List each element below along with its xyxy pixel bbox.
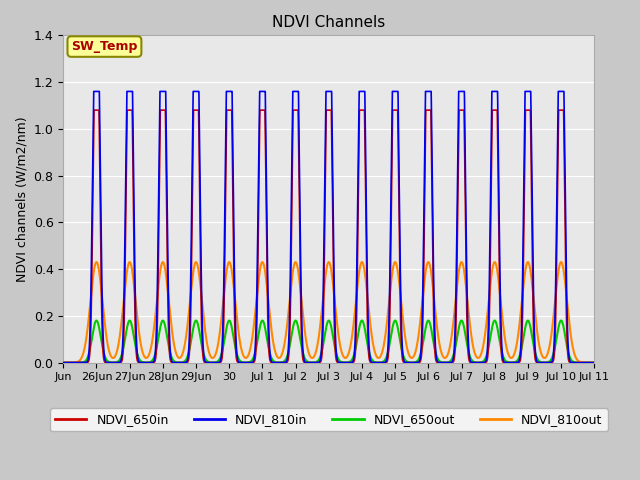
- Text: SW_Temp: SW_Temp: [71, 40, 138, 53]
- Y-axis label: NDVI channels (W/m2/nm): NDVI channels (W/m2/nm): [15, 116, 28, 282]
- Title: NDVI Channels: NDVI Channels: [272, 15, 385, 30]
- Legend: NDVI_650in, NDVI_810in, NDVI_650out, NDVI_810out: NDVI_650in, NDVI_810in, NDVI_650out, NDV…: [50, 408, 607, 431]
